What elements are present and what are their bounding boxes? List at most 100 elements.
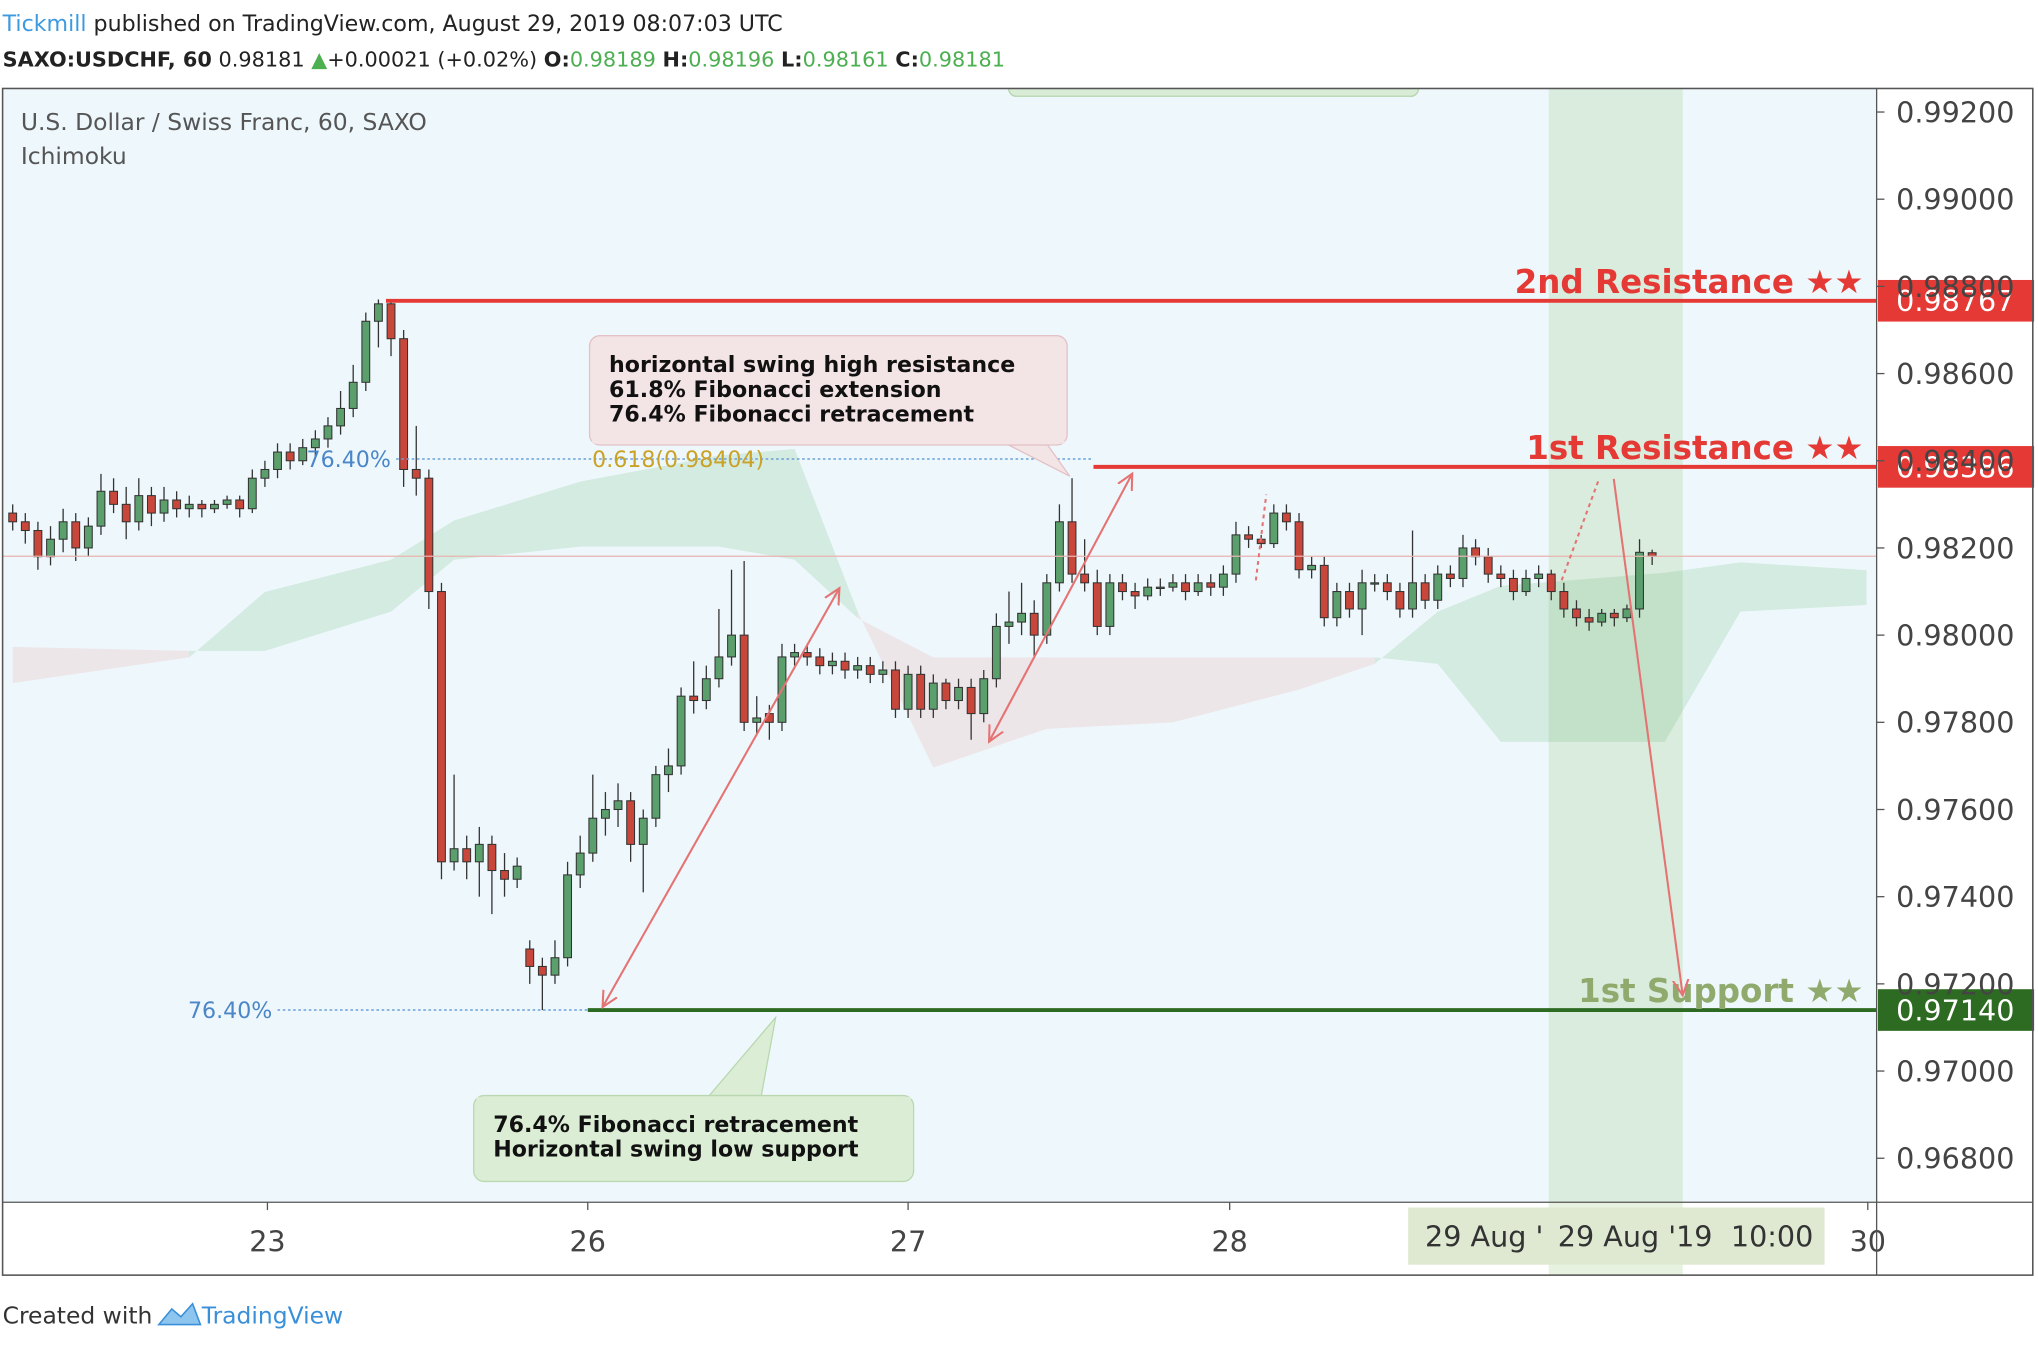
- x-tick-label: 30: [1850, 1225, 1886, 1259]
- candle-body: [727, 634, 736, 658]
- candle-body: [664, 765, 673, 776]
- candle-body: [449, 848, 459, 863]
- callout-line: horizontal swing high resistance: [609, 352, 1015, 378]
- symbol: SAXO:USDCHF, 60: [3, 47, 212, 71]
- callout-line: 76.4% Fibonacci retracement: [493, 1112, 858, 1138]
- candle-body: [802, 652, 812, 658]
- plot-bg: [2, 88, 1877, 1203]
- candle-body: [537, 965, 547, 976]
- candle-body: [386, 303, 396, 340]
- candle-body: [827, 660, 837, 667]
- candle-body: [928, 682, 938, 710]
- candle-body: [260, 468, 270, 479]
- candle-body: [411, 468, 421, 479]
- candle-body: [1332, 591, 1342, 619]
- candle-body: [1130, 591, 1140, 597]
- cloud-segment: [1046, 657, 1173, 729]
- candle-body: [1092, 582, 1102, 627]
- crosshair-box: [1408, 1207, 1825, 1265]
- frame: [1, 87, 2034, 1276]
- y-tick-label: 0.97200: [1896, 967, 2014, 1001]
- candle-body: [323, 425, 333, 440]
- candle-body: [1181, 582, 1190, 593]
- crosshair-label: 10:00: [1731, 1220, 1813, 1254]
- candle-body: [1584, 617, 1594, 623]
- cloud-segment: [189, 591, 265, 658]
- candle-body: [1508, 577, 1518, 593]
- candle-body: [790, 652, 800, 658]
- candle-body: [1105, 582, 1115, 627]
- candle-body: [210, 503, 219, 510]
- candle-body: [1597, 612, 1607, 623]
- arrow: [989, 474, 1132, 742]
- crosshair-label: 29 Aug '19: [1558, 1220, 1713, 1254]
- chart-title: U.S. Dollar / Swiss Franc, 60, SAXO: [21, 108, 427, 136]
- time-highlight: [1548, 88, 1683, 1276]
- cloud-segment: [1172, 657, 1300, 723]
- cloud-segment: [391, 520, 455, 612]
- candle-body: [159, 499, 169, 514]
- y-tick-label: 0.98200: [1896, 531, 2014, 565]
- candle-body: [1471, 547, 1481, 558]
- candle-body: [184, 503, 194, 510]
- candle-body: [1635, 551, 1644, 610]
- levels: 76.40% 0.618(0.98404) 76.40% 2nd Resistance…: [2, 263, 2035, 1031]
- cloud-segment: [580, 455, 719, 547]
- candle-body: [1269, 512, 1279, 545]
- callout-box: [588, 335, 1068, 446]
- candle-body: [1004, 621, 1014, 627]
- candle-body: [1357, 582, 1367, 610]
- candle-body: [575, 852, 585, 876]
- price-box: [1877, 279, 2035, 322]
- candle-body: [1168, 582, 1178, 588]
- candle-body: [701, 678, 711, 702]
- candle-body: [588, 817, 598, 854]
- plot-decor: [1007, 88, 1420, 97]
- cloud-segment: [1299, 657, 1375, 690]
- candle-body: [500, 870, 509, 880]
- candle-body: [1218, 573, 1228, 588]
- price-box: [1877, 446, 2035, 488]
- last: 0.98181: [219, 47, 305, 71]
- price-box-label: 0.97140: [1896, 993, 2014, 1027]
- candle-body: [310, 438, 320, 449]
- footer-brand: TradingView: [201, 1301, 343, 1329]
- candle-body: [58, 521, 68, 540]
- arrow: [603, 588, 840, 1007]
- candle-body: [247, 477, 257, 510]
- candle-body: [1521, 577, 1531, 593]
- candle-body: [298, 447, 308, 462]
- candle-body: [954, 686, 963, 702]
- candle-body: [1483, 556, 1493, 575]
- candle-body: [8, 512, 18, 523]
- candle-body: [33, 529, 43, 558]
- tv-logo: [157, 1302, 202, 1326]
- cloud-segment: [12, 646, 190, 684]
- candle-body: [71, 521, 81, 549]
- candle-body: [651, 774, 661, 819]
- o-label: O:: [544, 47, 570, 71]
- candle-body: [1080, 573, 1090, 584]
- candle-body: [83, 525, 93, 549]
- candle-body: [1029, 612, 1039, 636]
- candle-body: [285, 451, 295, 462]
- candle-body: [373, 303, 383, 322]
- l-label: L:: [781, 47, 803, 71]
- y-tick-label: 0.97000: [1896, 1054, 2014, 1088]
- candle-body: [1622, 608, 1632, 619]
- candle-body: [235, 499, 245, 510]
- candle-body: [840, 660, 850, 671]
- callout-line: 61.8% Fibonacci extension: [609, 377, 942, 403]
- cloud-segment: [264, 559, 392, 651]
- candle-body: [1433, 573, 1443, 601]
- candle-body: [626, 800, 636, 845]
- candle-body: [991, 625, 1001, 680]
- candle-body: [1420, 582, 1430, 601]
- candle-body: [525, 948, 535, 967]
- y-tick-label: 0.98400: [1896, 444, 2014, 478]
- candle-body: [1017, 612, 1027, 623]
- cloud-segment: [718, 448, 795, 560]
- candle-body: [1572, 608, 1581, 619]
- candle-body: [1408, 582, 1417, 610]
